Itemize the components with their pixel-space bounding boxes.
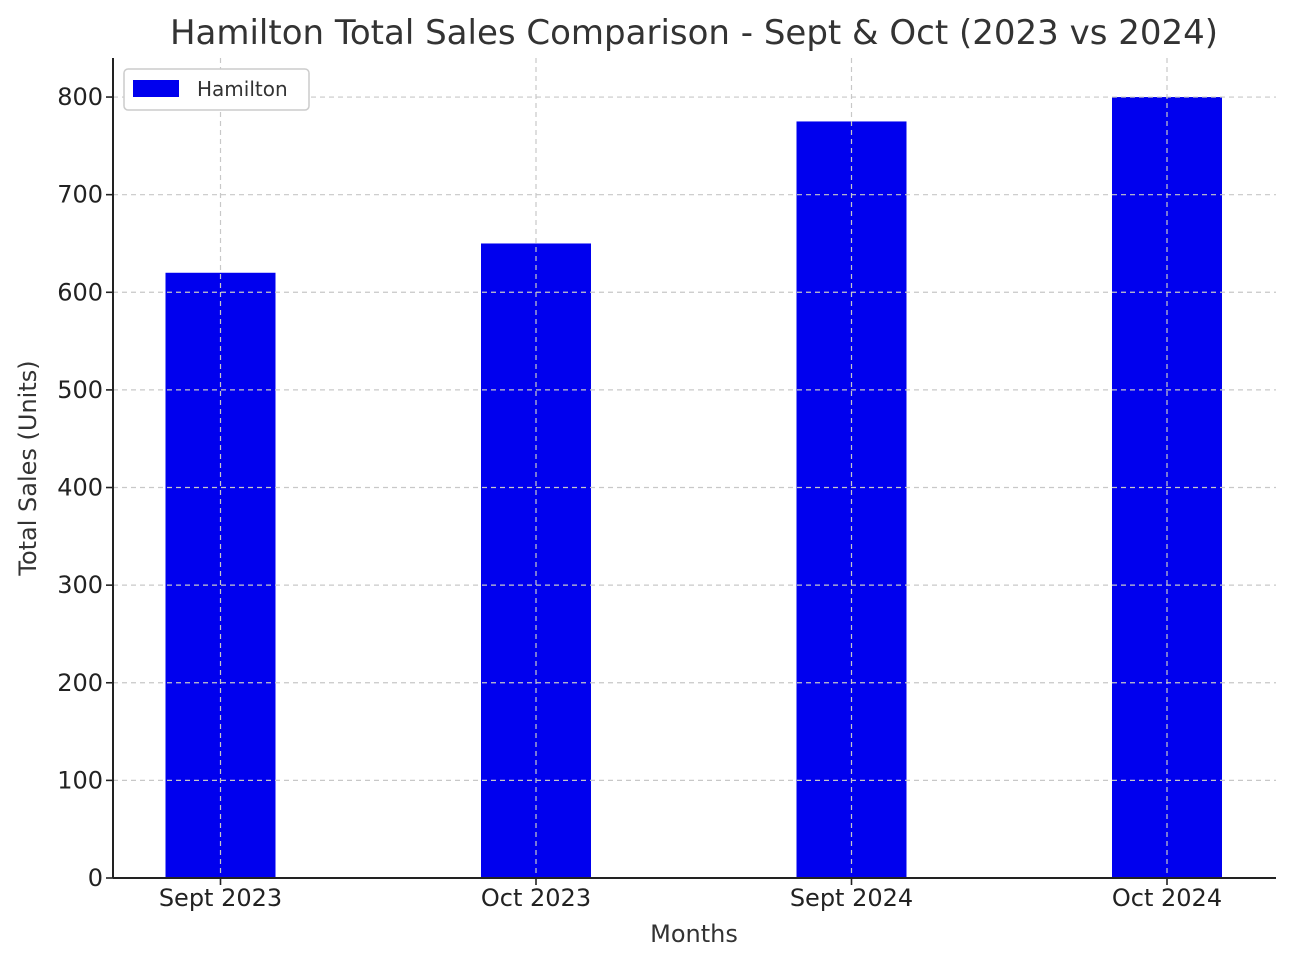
y-tick-label: 300	[57, 571, 103, 599]
y-tick-label: 800	[57, 83, 103, 111]
y-axis-label: Total Sales (Units)	[14, 360, 42, 576]
x-axis-label: Months	[650, 920, 738, 948]
x-tick-label: Oct 2024	[1112, 884, 1222, 912]
legend: Hamilton	[123, 68, 310, 111]
x-tick-label: Sept 2023	[159, 884, 282, 912]
y-tick-label: 200	[57, 669, 103, 697]
y-tick-label: 400	[57, 474, 103, 502]
x-tick-label: Oct 2023	[481, 884, 591, 912]
legend-box	[123, 68, 310, 111]
grid	[113, 58, 1276, 878]
legend-swatch	[133, 80, 179, 97]
chart-title: Hamilton Total Sales Comparison - Sept &…	[170, 13, 1218, 53]
axes	[112, 58, 1276, 879]
y-tick-label: 500	[57, 376, 103, 404]
y-tick-label: 700	[57, 181, 103, 209]
legend-label: Hamilton	[197, 77, 288, 101]
y-tick-label: 100	[57, 766, 103, 794]
x-ticks: Sept 2023 Oct 2023 Sept 2024 Oct 2024	[159, 878, 1222, 912]
y-tick-label: 0	[88, 864, 103, 892]
bars	[165, 97, 1222, 879]
y-ticks: 0 100 200 300 400 500 600 700 800	[57, 83, 113, 892]
y-tick-label: 600	[57, 278, 103, 306]
x-tick-label: Sept 2024	[790, 884, 913, 912]
